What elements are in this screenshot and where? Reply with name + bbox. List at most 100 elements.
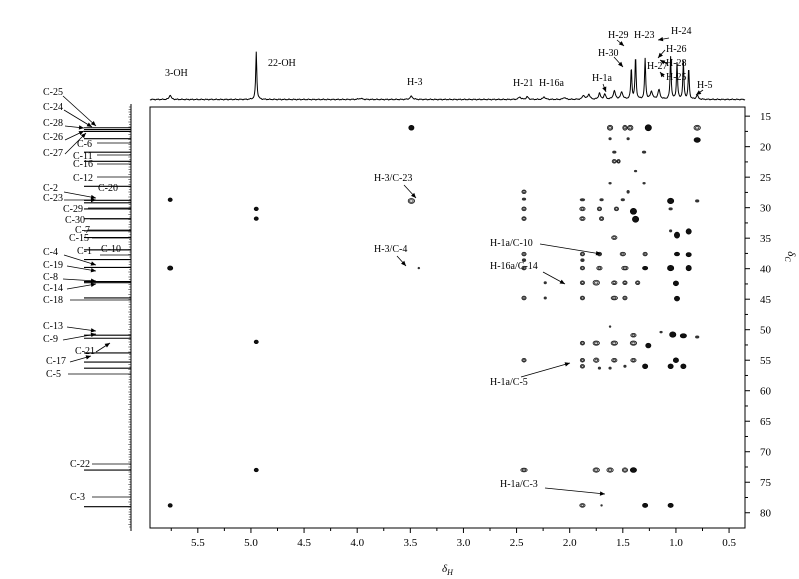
label-arrow [62,278,97,283]
cross-peak [616,159,621,164]
carbon-label: C-22 [70,459,90,470]
cross-peak [596,206,602,212]
proton-label: 22-OH [268,58,296,69]
cross-peak [253,216,259,221]
cross-peak [669,331,677,338]
cross-peak [635,280,641,285]
label-arrow [66,282,97,290]
carbon-labels-layer: C-25 C-24 C-28 C-26 C-27 C-6C-11C-16 C-12 C-20 C… [43,87,131,503]
x-tick-label: 3.5 [403,537,417,549]
proton-label: H-5 [697,80,713,91]
cross-peak [644,124,652,132]
cross-peak-annotation: H-1a/C-10 [490,238,533,249]
x-tick-label: 4.0 [350,537,364,549]
cross-peak [579,198,586,202]
cross-peak [626,137,630,141]
label-arrow [657,36,670,42]
carbon-label: C-21 [75,346,95,357]
label-arrow [69,355,92,363]
cross-peak [543,281,547,285]
cross-peak [630,332,637,338]
cross-peak [685,265,692,272]
label-arrow [63,191,97,200]
cross-peak [580,258,585,262]
cross-peak [611,235,618,240]
cross-peak [579,280,585,285]
cross-peak [672,280,679,287]
carbon-label: C-13 [43,321,63,332]
y-tick-label: 30 [760,203,772,215]
cross-peak [633,169,638,173]
cross-peak-annotation: H-1a/C-3 [500,479,538,490]
cross-peak [607,124,614,131]
axis-titles: δH δC [442,251,797,577]
cross-peak [608,137,612,141]
cross-peak-annotation: H-3/C-23 [374,173,412,184]
cross-peak [253,206,259,212]
y-tick-label: 70 [760,447,772,459]
proton-label: H-21 [513,78,534,89]
carbon-label: C-17 [46,356,66,367]
cross-peak [521,206,527,212]
x-axis: 5.5 5.0 4.5 4.0 3.5 3.0 2.5 2.0 1.5 1.0 0.5 [170,528,736,549]
x-axis-title: δH [442,563,454,577]
proton-label: H-23 [634,30,655,41]
carbon-label: C-6 [77,139,92,150]
cross-peak [579,216,586,221]
carbon-label: C-10 [101,244,121,255]
cross-peak [253,467,259,473]
cross-peak [632,215,640,223]
annotation-arrow [539,243,602,256]
cross-peak [622,124,628,131]
carbon-label: C-29 [63,204,83,215]
cross-peak [596,265,603,271]
y-tick-label: 35 [760,233,772,245]
proton-label: H-16a [539,78,565,89]
y-tick-label: 75 [760,477,772,489]
cross-peak [521,197,527,201]
cross-peak [685,252,692,258]
y-tick-label: 50 [760,325,772,337]
cross-peak [626,189,630,194]
y-tick-label: 55 [760,355,772,367]
carbon-label: C-23 [43,193,63,204]
cross-peak [667,363,674,370]
cross-peak [667,197,675,205]
carbon-label: C-9 [43,334,58,345]
label-arrow [63,109,93,128]
label-arrow [613,56,624,68]
carbon-label: C-2 [43,183,58,194]
cross-peak [695,199,700,203]
cross-peak [608,366,612,370]
carbon-label: C-11 [73,151,93,162]
cross-peak [667,265,675,272]
cross-peak [674,231,680,239]
cross-peak [611,280,618,285]
label-arrow [63,254,97,266]
cross-peak-annotation: H-3/C-4 [374,244,407,255]
x-tick-label: 0.5 [722,537,736,549]
cross-peak [642,265,649,271]
carbon-label: C-20 [98,183,118,194]
cross-peak [521,216,527,221]
cross-peak [579,295,585,301]
cross-peak [623,364,627,368]
cross-peak [167,503,173,508]
annotation-arrow [520,362,571,378]
carbon-label: C-26 [43,132,63,143]
cross-peak [621,265,629,271]
cross-peaks-layer [167,124,701,508]
label-arrow [62,332,97,341]
cross-peak [521,258,527,262]
cross-peak [622,280,628,285]
cross-peak [579,357,585,363]
label-arrow [616,39,625,47]
carbon-label: C-3 [70,492,85,503]
proton-trace [149,51,746,101]
cross-peak [674,295,680,302]
label-arrow [64,132,87,155]
cross-peak [520,467,528,473]
label-arrow [695,89,704,96]
cross-peak [417,266,421,270]
